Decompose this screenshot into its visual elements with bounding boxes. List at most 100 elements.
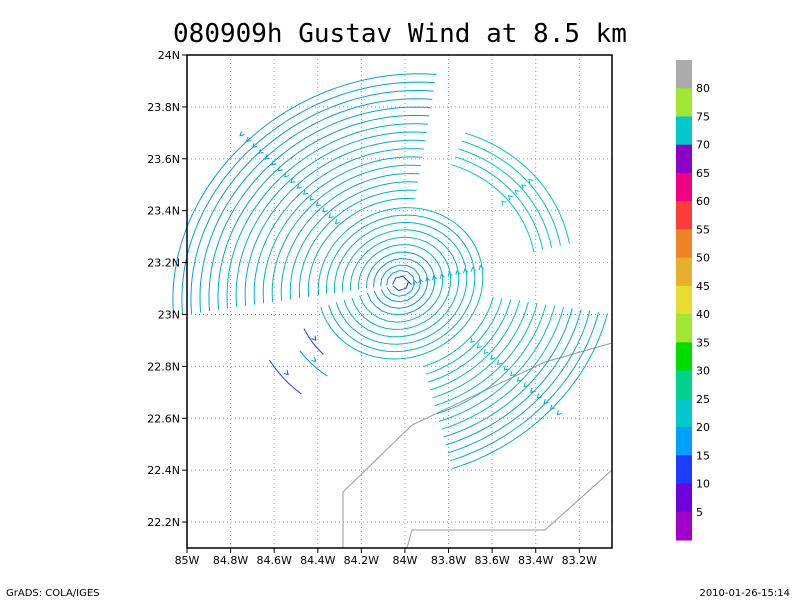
wind-arrowhead xyxy=(431,275,438,281)
y-tick-label: 23.4N xyxy=(147,205,180,218)
colorbar-label: 60 xyxy=(696,195,710,208)
wind-arrowhead xyxy=(328,213,334,219)
sw-streamline xyxy=(303,328,324,355)
se-streamline xyxy=(423,296,494,367)
y-tick-label: 23.2N xyxy=(147,257,180,270)
wind-arrowhead xyxy=(510,371,516,377)
wind-arrowhead xyxy=(334,219,341,225)
ne-streamline xyxy=(465,132,570,244)
colorbar-label: 65 xyxy=(696,167,710,180)
se-streamline xyxy=(430,300,521,391)
nw-streamline xyxy=(181,81,436,316)
nw-streamline xyxy=(262,156,423,304)
colorbar-label: 20 xyxy=(696,421,710,434)
x-tick-label: 84W xyxy=(393,554,418,567)
se-streamline xyxy=(434,303,538,407)
wind-arrowhead xyxy=(496,359,502,366)
nw-streamline xyxy=(289,181,419,300)
colorbar-label: 55 xyxy=(696,223,710,236)
wind-arrowhead xyxy=(507,195,514,201)
colorbar-segment xyxy=(676,88,692,117)
colorbar-segment xyxy=(676,342,692,372)
colorbar-label: 30 xyxy=(696,365,710,378)
chart-title: 080909h Gustav Wind at 8.5 km xyxy=(173,19,627,49)
wind-arrowhead xyxy=(478,264,484,271)
se-streamline xyxy=(425,297,503,375)
wind-arrowhead xyxy=(311,335,317,341)
y-tick-label: 22.4N xyxy=(147,464,180,477)
wind-arrowhead xyxy=(303,189,309,195)
colorbar-label: 35 xyxy=(696,336,710,349)
nw-streamline xyxy=(307,197,416,297)
colorbar-segment xyxy=(676,257,692,287)
core-streamline xyxy=(333,221,468,345)
ne-streamline xyxy=(451,164,535,253)
ne-streamline xyxy=(458,148,553,248)
colorbar-segment xyxy=(676,483,692,513)
wind-arrowhead xyxy=(315,201,321,207)
wind-arrowhead xyxy=(406,280,412,286)
sw-streamline xyxy=(299,350,328,377)
colorbar-label: 5 xyxy=(696,506,703,519)
core-streamline xyxy=(341,229,460,338)
colorbar-label: 70 xyxy=(696,139,710,152)
colorbar-segment xyxy=(676,455,692,485)
y-tick-label: 23.8N xyxy=(147,101,180,114)
nw-streamline xyxy=(217,114,430,310)
x-tick-label: 85W xyxy=(175,554,200,567)
x-tick-label: 84.8W xyxy=(213,554,248,567)
wind-arrowhead xyxy=(309,195,315,201)
wind-arrowhead xyxy=(239,131,245,137)
x-tick-label: 84.2W xyxy=(344,554,379,567)
colorbar-label: 15 xyxy=(696,449,710,462)
ne-streamline xyxy=(461,140,561,246)
wind-arrowhead xyxy=(283,370,289,376)
y-tick-label: 22.8N xyxy=(147,360,180,373)
colorbar-label: 40 xyxy=(696,308,710,321)
nw-streamline xyxy=(298,189,417,299)
wind-arrowhead xyxy=(470,266,476,272)
wind-streamlines xyxy=(172,73,608,470)
core-streamline xyxy=(366,251,436,316)
wind-arrowhead xyxy=(439,273,445,279)
core-streamline xyxy=(317,207,484,360)
nw-streamline xyxy=(199,98,433,313)
y-tick-label: 23N xyxy=(158,308,180,321)
colorbar: 5 10 15 20 25 30 35 40 45 50 55 60 65 70 75 80 xyxy=(676,60,710,541)
footer-left: GrADS: COLA/IGES xyxy=(6,588,100,599)
nw-streamline xyxy=(226,123,429,309)
wind-arrowhead xyxy=(290,178,296,184)
wind-arrowhead xyxy=(528,178,534,184)
se-streamline xyxy=(443,308,573,438)
ne-streamline xyxy=(454,156,544,250)
colorbar-label: 75 xyxy=(696,110,710,123)
se-streamline xyxy=(445,309,582,446)
core-streamline xyxy=(373,257,429,309)
colorbar-segment xyxy=(676,511,692,541)
wind-arrowhead xyxy=(258,148,264,154)
se-streamline xyxy=(432,301,529,399)
core-streamline xyxy=(325,214,476,353)
y-tick-label: 22.2N xyxy=(147,516,180,529)
se-streamline xyxy=(449,312,600,462)
nw-streamline xyxy=(190,89,434,314)
nw-streamline xyxy=(172,73,437,317)
x-tick-label: 83.6W xyxy=(474,554,509,567)
sw-streamline xyxy=(268,359,302,395)
wind-arrowhead xyxy=(501,200,507,206)
nw-streamline xyxy=(235,131,427,308)
colorbar-segment xyxy=(676,285,692,315)
wind-arrowhead xyxy=(455,269,461,276)
wind-arrowhead xyxy=(476,343,482,349)
colorbar-segment xyxy=(676,116,692,146)
wind-arrowhead xyxy=(503,365,509,371)
wind-arrowhead xyxy=(516,376,522,382)
nw-streamline xyxy=(208,106,431,312)
core-streamline xyxy=(392,275,410,292)
colorbar-segment xyxy=(676,172,692,202)
wind-arrowhead xyxy=(322,207,328,213)
core-streamline xyxy=(358,244,444,323)
plot-frame xyxy=(186,54,613,549)
colorbar-label: 45 xyxy=(696,280,710,293)
